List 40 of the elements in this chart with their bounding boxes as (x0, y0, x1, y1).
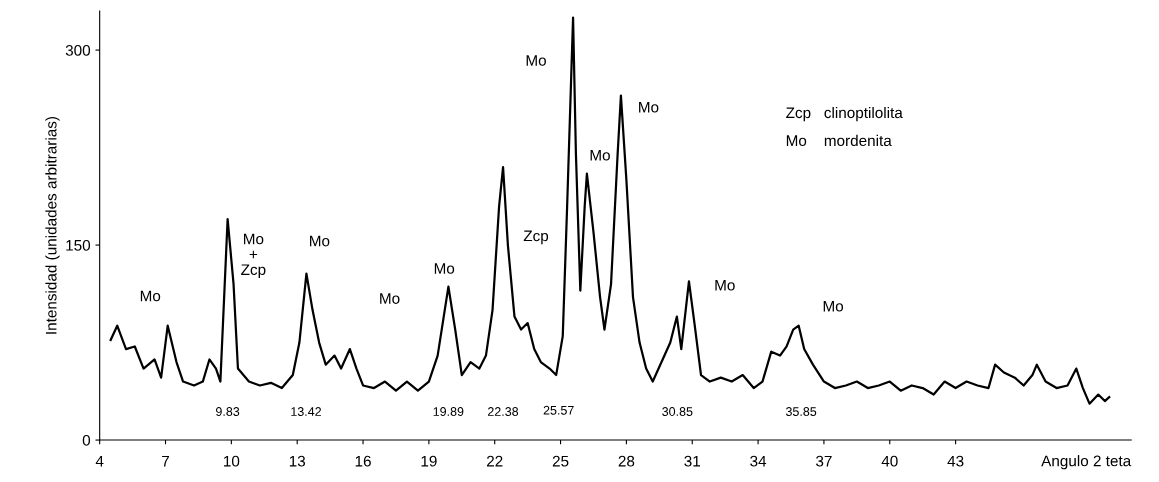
y-axis-title: Intensidad (unidades arbitrarias) (45, 116, 60, 334)
x-tick-label: 19 (421, 455, 437, 467)
x-tick-label: 43 (947, 455, 964, 467)
annotation: Zcp (523, 230, 549, 245)
annotation: 13.42 (291, 407, 321, 416)
annotation: Mo + Zcp (241, 233, 266, 279)
x-axis-title: Angulo 2 teta (1041, 455, 1132, 470)
annotation: Mo (639, 101, 659, 113)
annotation: 35.85 (785, 407, 817, 416)
annotation: 9.83 (216, 407, 240, 416)
x-tick-label: 7 (162, 455, 169, 467)
annotation: Zcp clinoptilolita (786, 106, 903, 122)
annotation: Mo (715, 279, 735, 291)
annotation: Mo (310, 235, 330, 247)
x-tick-label: 16 (355, 455, 371, 467)
x-tick-label: 22 (486, 455, 503, 467)
annotation: Mo (590, 149, 610, 161)
x-tick-label: 25 (552, 455, 569, 467)
annotation: Mo (823, 300, 844, 312)
x-tick-label: 28 (618, 455, 635, 467)
annotation: Mo (380, 293, 400, 304)
x-tick-label: 40 (881, 455, 898, 467)
x-tick-label: 13 (289, 455, 306, 467)
x-tick-label: 34 (750, 455, 767, 467)
annotation: Mo mordenita (786, 134, 892, 147)
x-tick-label: 31 (684, 455, 700, 467)
annotation: 30.85 (662, 407, 693, 416)
y-tick-label: 150 (66, 239, 91, 251)
y-tick-label: 300 (65, 44, 91, 56)
x-tick-label: 10 (224, 455, 240, 467)
annotation: Mo (140, 290, 161, 302)
annotation: 22.38 (487, 407, 519, 416)
annotation: Mo (434, 263, 455, 274)
annotation: Mo (526, 55, 546, 66)
x-tick-label: 37 (816, 455, 832, 467)
annotation: 19.89 (433, 407, 464, 416)
annotation: 25.57 (543, 405, 574, 415)
y-tick-label: 0 (82, 434, 91, 446)
line-series (109, 16, 1111, 405)
x-tick-label: 4 (95, 455, 104, 467)
